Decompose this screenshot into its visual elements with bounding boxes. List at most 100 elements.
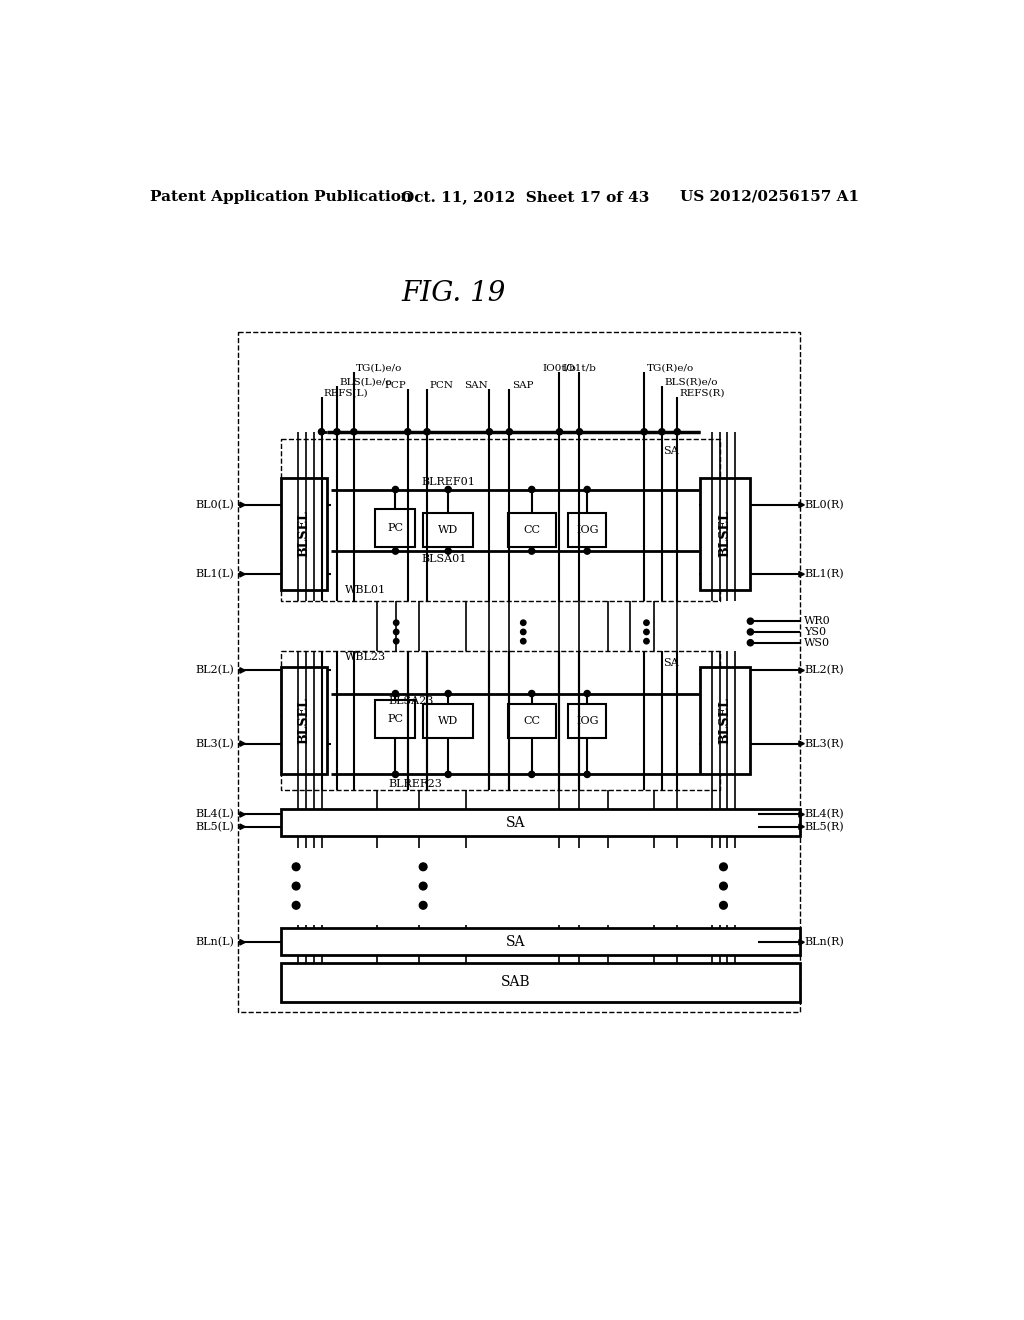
Bar: [700, 478, 751, 590]
Circle shape: [419, 882, 427, 890]
Circle shape: [748, 640, 754, 645]
Circle shape: [748, 628, 754, 635]
Text: YS0: YS0: [804, 627, 826, 638]
Text: PC: PC: [387, 714, 403, 723]
Text: BL5(R): BL5(R): [804, 821, 844, 832]
Circle shape: [445, 771, 452, 777]
Text: Patent Application Publication: Patent Application Publication: [150, 190, 412, 203]
Circle shape: [584, 548, 590, 554]
Bar: [376, 700, 416, 738]
Text: CC: CC: [523, 715, 541, 726]
Text: FIG. 19: FIG. 19: [401, 280, 506, 306]
Circle shape: [528, 486, 535, 492]
Text: BLS(L)e/o: BLS(L)e/o: [339, 378, 392, 387]
Text: REFS(R): REFS(R): [680, 389, 725, 397]
Bar: [281, 651, 720, 789]
Circle shape: [393, 620, 399, 626]
Bar: [281, 440, 720, 601]
Circle shape: [520, 620, 526, 626]
Text: PCP: PCP: [384, 381, 407, 389]
Text: IOG: IOG: [575, 525, 598, 535]
Circle shape: [404, 429, 411, 434]
Text: BLS(R)e/o: BLS(R)e/o: [665, 378, 718, 387]
Text: WD: WD: [438, 525, 459, 535]
Text: IO0t/b: IO0t/b: [543, 363, 577, 372]
Text: BLSEL: BLSEL: [719, 697, 732, 744]
Text: US 2012/0256157 A1: US 2012/0256157 A1: [680, 190, 859, 203]
Circle shape: [644, 620, 649, 626]
Polygon shape: [799, 812, 804, 817]
Text: BLSEL: BLSEL: [297, 697, 310, 744]
Polygon shape: [799, 572, 804, 577]
Text: WS0: WS0: [804, 638, 830, 648]
Bar: [376, 508, 416, 548]
Bar: [281, 928, 801, 956]
Polygon shape: [799, 940, 804, 945]
Text: BL2(R): BL2(R): [804, 665, 844, 676]
Circle shape: [419, 902, 427, 909]
Circle shape: [393, 639, 399, 644]
Circle shape: [318, 429, 325, 434]
Text: SA: SA: [664, 446, 679, 455]
Text: PCN: PCN: [429, 381, 454, 389]
Circle shape: [392, 548, 398, 554]
Bar: [281, 667, 327, 775]
Circle shape: [528, 771, 535, 777]
Text: BLSEL: BLSEL: [719, 511, 732, 557]
Bar: [281, 964, 801, 1002]
Text: TG(R)e/o: TG(R)e/o: [646, 363, 693, 372]
Text: WR0: WR0: [804, 616, 831, 626]
Circle shape: [577, 429, 583, 434]
Circle shape: [748, 618, 754, 624]
Circle shape: [528, 690, 535, 697]
Bar: [700, 667, 751, 775]
Circle shape: [584, 771, 590, 777]
Circle shape: [641, 429, 647, 434]
Text: SA: SA: [506, 816, 525, 829]
Text: TG(L)e/o: TG(L)e/o: [356, 363, 402, 372]
Text: BL5(L): BL5(L): [196, 821, 234, 832]
Text: WBL23: WBL23: [345, 652, 386, 663]
Text: REFS(L): REFS(L): [324, 389, 369, 397]
Circle shape: [393, 630, 399, 635]
Circle shape: [520, 630, 526, 635]
Text: SAB: SAB: [501, 975, 530, 989]
Text: SA: SA: [506, 935, 525, 949]
Circle shape: [644, 639, 649, 644]
Text: BLREF23: BLREF23: [388, 779, 442, 788]
Circle shape: [720, 863, 727, 871]
Text: WBL01: WBL01: [345, 585, 386, 594]
Text: BLREF01: BLREF01: [422, 477, 475, 487]
Text: WD: WD: [438, 715, 459, 726]
Polygon shape: [799, 668, 804, 673]
Text: BLn(L): BLn(L): [196, 937, 234, 948]
Text: BLSA01: BLSA01: [422, 554, 467, 564]
Bar: [508, 704, 556, 738]
Circle shape: [445, 548, 452, 554]
Text: BLSEL: BLSEL: [297, 511, 310, 557]
Polygon shape: [240, 741, 246, 746]
Text: BL3(R): BL3(R): [804, 738, 844, 748]
Text: IOG: IOG: [575, 715, 598, 726]
Circle shape: [584, 690, 590, 697]
Text: BL0(L): BL0(L): [196, 500, 234, 510]
Circle shape: [674, 429, 680, 434]
Polygon shape: [799, 502, 804, 508]
Circle shape: [528, 548, 535, 554]
Circle shape: [584, 486, 590, 492]
Polygon shape: [240, 668, 246, 673]
Text: BL3(L): BL3(L): [196, 738, 234, 748]
Circle shape: [445, 486, 452, 492]
Text: SAP: SAP: [512, 381, 534, 389]
Text: Oct. 11, 2012  Sheet 17 of 43: Oct. 11, 2012 Sheet 17 of 43: [400, 190, 649, 203]
Polygon shape: [799, 741, 804, 746]
Circle shape: [644, 630, 649, 635]
Circle shape: [556, 429, 562, 434]
Bar: [508, 512, 556, 548]
Text: BL1(L): BL1(L): [196, 569, 234, 579]
Circle shape: [419, 863, 427, 871]
Bar: [568, 512, 606, 548]
Bar: [281, 809, 801, 836]
Text: CC: CC: [523, 525, 541, 535]
Circle shape: [334, 429, 340, 434]
